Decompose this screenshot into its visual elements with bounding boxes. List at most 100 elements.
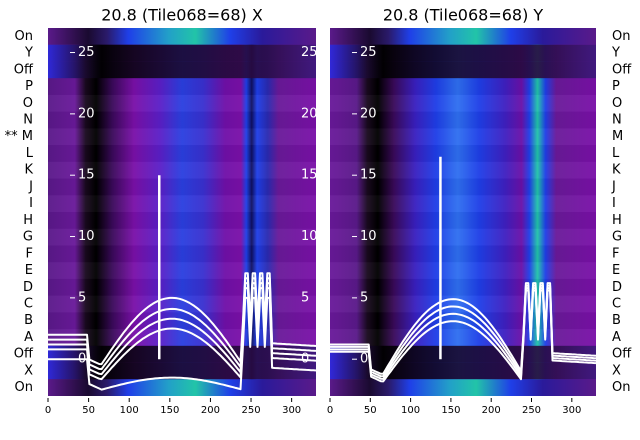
heatmap-row-band	[48, 245, 316, 263]
overlay-y-tick-label: 5	[301, 290, 309, 305]
x-ticks-y: 0 50 100 150 200 250 300	[327, 398, 581, 416]
overlay-y-tick-label: 5	[78, 290, 86, 305]
row-label: H	[23, 213, 33, 228]
heatmap-row-band	[48, 128, 316, 146]
heatmap-row-band	[48, 178, 316, 196]
heatmap-row-band	[48, 78, 316, 95]
heatmap-row-band	[48, 61, 316, 79]
row-label: J	[28, 179, 33, 194]
row-label: X	[24, 363, 33, 378]
row-label: Off	[14, 347, 34, 362]
overlay-y-tick-label: 25	[301, 45, 318, 60]
row-label: E	[25, 263, 33, 278]
heatmap-row-band	[48, 195, 316, 212]
heatmap-row-band	[330, 245, 596, 263]
x-tick-label: 250	[522, 405, 541, 416]
heatmap-row-band	[48, 262, 316, 279]
heatmap-row-band	[330, 228, 596, 246]
heatmap-row-band	[48, 161, 316, 179]
row-label: K	[24, 163, 33, 178]
overlay-y-tick-label: 20	[301, 106, 318, 121]
heatmap-row-band	[330, 278, 596, 296]
chart-title-x: 20.8 (Tile068=68) X	[101, 6, 263, 25]
overlay-y-tick-label: 15	[78, 168, 95, 183]
heatmap-row-band	[330, 78, 596, 95]
heatmap-rows-y	[330, 28, 596, 396]
overlay-traces-y	[330, 156, 596, 383]
row-label: O	[23, 96, 33, 111]
overlay-traces-x	[48, 175, 316, 391]
heatmap-row-band	[48, 28, 316, 45]
row-label: Off	[14, 62, 34, 77]
overlay-trace	[330, 289, 596, 383]
overlay-y-tick-label: 0	[78, 352, 86, 367]
overlay-y-tick-label: 15	[360, 168, 377, 183]
heatmap-row-band	[48, 111, 316, 129]
heatmap-row-band	[48, 145, 316, 162]
heatmap-row-band	[48, 212, 316, 229]
overlay-y-ticks-y: 0 5 10 15 20 25	[352, 45, 377, 367]
heatmap-row-band	[48, 362, 316, 380]
x-tick-label: 50	[364, 405, 377, 416]
row-label: Off	[612, 62, 632, 77]
heatmap-row-band	[330, 145, 596, 162]
overlay-y-tick-label: 15	[301, 168, 318, 183]
x-tick-label: 100	[401, 405, 420, 416]
overlay-y-tick-label: 5	[360, 290, 368, 305]
overlay-y-tick-label: 10	[78, 229, 95, 244]
row-label: Y	[611, 46, 620, 61]
row-label: L	[26, 146, 34, 161]
overlay-y-tick-label: 10	[301, 229, 318, 244]
heatmap-row-band	[330, 161, 596, 179]
x-tick-label: 300	[562, 405, 581, 416]
x-tick-label: 100	[120, 405, 139, 416]
row-label: I	[612, 196, 616, 211]
x-ticks-x: 0 50 100 150 200 250 300	[45, 398, 301, 416]
heatmap-row-band	[48, 94, 316, 112]
panel-y: 20.8 (Tile068=68) Y OnYOffPONMLKJIHGFEDC…	[327, 6, 632, 417]
x-tick-label: 150	[441, 405, 460, 416]
heatmap-row-band	[330, 128, 596, 146]
row-label: B	[24, 313, 33, 328]
x-tick-label: 200	[201, 405, 220, 416]
heatmap-row-band	[330, 362, 596, 380]
overlay-y-tick-label: 10	[360, 229, 377, 244]
row-label: X	[612, 363, 621, 378]
row-label: On	[612, 380, 630, 395]
row-label: H	[612, 213, 622, 228]
row-label: On	[15, 29, 33, 44]
x-tick-label: 0	[327, 405, 333, 416]
heatmap-row-band	[48, 379, 316, 396]
row-label: C	[612, 297, 621, 312]
row-label: Off	[612, 347, 632, 362]
x-tick-label: 150	[160, 405, 179, 416]
heatmap-row-band	[330, 61, 596, 79]
row-label: D	[23, 280, 33, 295]
row-label: K	[612, 163, 621, 178]
overlay-y-ticks-x: 0 0 5 5 10 10 15 15 20 20 25 25	[70, 45, 318, 367]
heatmap-rows-x	[48, 28, 316, 396]
x-tick-label: 0	[45, 405, 51, 416]
row-label: B	[612, 313, 621, 328]
row-label: L	[612, 146, 620, 161]
heatmap-row-band	[330, 262, 596, 279]
row-label: N	[612, 113, 622, 128]
overlay-y-tick-label: 20	[360, 106, 377, 121]
overlay-y-tick-label: 25	[78, 45, 95, 60]
row-label: F	[26, 246, 33, 261]
row-label: A	[24, 330, 33, 345]
row-label: Y	[24, 46, 33, 61]
heatmap-row-band	[330, 178, 596, 196]
heatmap-row-band	[330, 111, 596, 129]
heatmap-row-band	[330, 28, 596, 45]
heatmap-row-band	[330, 94, 596, 112]
row-label: J	[611, 179, 616, 194]
row-label: P	[612, 79, 620, 94]
heatmap-row-band	[330, 379, 596, 396]
row-label: I	[29, 196, 33, 211]
row-label: F	[612, 246, 619, 261]
heatmap-row-band	[330, 295, 596, 313]
